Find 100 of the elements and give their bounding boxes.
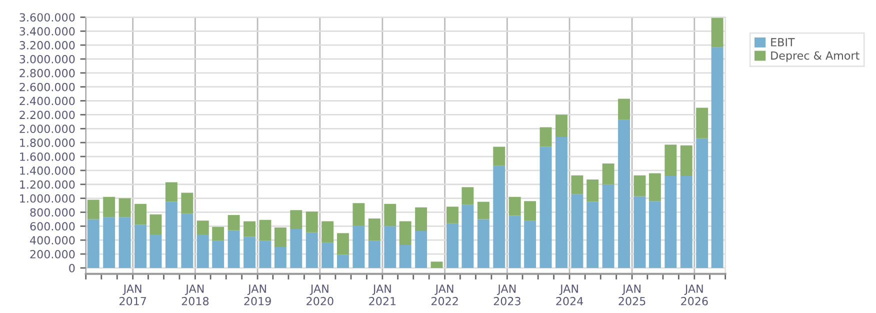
bar	[618, 120, 630, 268]
y-tick-label: 1.200.000	[20, 180, 75, 189]
bar	[664, 144, 677, 176]
bar	[602, 184, 614, 268]
y-tick-label: 3.000.000	[20, 54, 75, 64]
legend-label: EBIT	[771, 38, 795, 46]
bar	[196, 220, 209, 235]
bar	[571, 194, 584, 268]
bar	[244, 236, 256, 268]
x-tick-label: JAN 2019	[244, 284, 271, 306]
y-tick-label: 3.400.000	[20, 27, 75, 36]
bar	[384, 204, 396, 226]
bar	[244, 221, 256, 237]
y-tick-label: 2.400.000	[20, 96, 75, 106]
y-tick-label: 1.000.000	[20, 194, 75, 203]
y-tick-label: 400.000	[30, 236, 75, 244]
bar	[118, 217, 131, 268]
bar	[648, 173, 661, 202]
bar	[165, 182, 178, 202]
y-tick-label: 2.000.000	[20, 124, 75, 134]
y-tick-label: 3.200.000	[20, 41, 75, 50]
bar	[477, 219, 490, 268]
bar	[228, 215, 240, 230]
bar	[711, 18, 724, 48]
x-tick-label: JAN 2021	[369, 284, 396, 306]
legend-label: Deprec & Amort	[771, 51, 860, 62]
bar	[602, 163, 614, 184]
y-tick-label: 2.800.000	[20, 68, 75, 78]
bar	[368, 218, 380, 241]
bar	[415, 231, 428, 268]
bar	[586, 180, 599, 202]
bar	[134, 204, 146, 225]
bar	[556, 137, 568, 268]
y-tick-label: 2.200.000	[20, 110, 75, 120]
x-tick-label: JAN 2017	[120, 284, 146, 306]
x-tick-label: JAN 2018	[182, 284, 209, 306]
y-tick-label: 800.000	[30, 208, 75, 217]
bar	[524, 220, 536, 268]
bar	[306, 212, 318, 232]
bar	[446, 223, 458, 268]
bar	[462, 187, 474, 205]
bar	[274, 247, 286, 268]
bar	[634, 196, 646, 268]
bar	[462, 204, 474, 268]
bar	[274, 228, 286, 248]
bar	[556, 114, 568, 138]
x-tick-label: JAN 2024	[556, 284, 584, 306]
bar	[306, 232, 318, 268]
bar	[680, 176, 692, 268]
bar	[618, 98, 630, 120]
bar	[524, 201, 536, 221]
bar	[134, 224, 146, 268]
bar	[634, 175, 646, 196]
bar	[165, 202, 178, 268]
bar	[711, 47, 724, 268]
bar	[399, 244, 412, 268]
y-tick-label: 600.000	[30, 222, 75, 231]
bar	[368, 240, 380, 268]
bar	[352, 203, 365, 226]
bar	[87, 200, 100, 220]
bar	[290, 210, 302, 229]
bar	[336, 233, 349, 255]
bar	[181, 214, 194, 268]
bar	[664, 176, 677, 268]
bar	[259, 240, 272, 268]
bar	[508, 216, 521, 268]
bar	[493, 166, 506, 268]
bar	[477, 202, 490, 220]
bar	[322, 242, 334, 268]
bar	[352, 225, 365, 268]
bar	[430, 262, 443, 268]
bar	[290, 228, 302, 268]
bar	[150, 234, 162, 268]
bar	[384, 226, 396, 268]
bar	[103, 217, 116, 268]
bar	[103, 196, 116, 218]
x-tick-label: JAN 2025	[618, 284, 646, 306]
bar	[118, 198, 131, 218]
bar	[212, 226, 224, 241]
y-tick-label: 0	[69, 264, 75, 272]
bar	[228, 230, 240, 268]
bar	[322, 221, 334, 243]
bar	[415, 207, 428, 232]
bar	[571, 175, 584, 194]
bar	[87, 219, 100, 268]
bar	[648, 201, 661, 268]
y-tick-label: 200.000	[30, 250, 75, 258]
bar	[586, 202, 599, 268]
bar	[540, 127, 552, 147]
bar	[196, 234, 209, 268]
x-tick-label: JAN 2023	[494, 284, 520, 306]
bar	[680, 145, 692, 176]
bar	[150, 214, 162, 235]
bar	[540, 146, 552, 268]
x-tick-label: JAN 2026	[681, 284, 708, 306]
bar	[212, 240, 224, 268]
bar	[696, 108, 708, 138]
y-tick-label: 2.600.000	[20, 82, 75, 92]
bar	[508, 196, 521, 216]
bar	[181, 192, 194, 214]
